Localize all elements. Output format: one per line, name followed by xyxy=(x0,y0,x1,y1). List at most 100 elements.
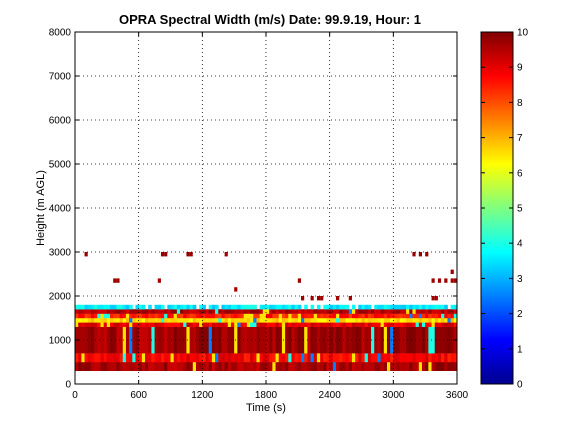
heat-cell xyxy=(304,353,308,363)
heat-cell xyxy=(87,313,92,319)
heat-cell xyxy=(316,322,321,327)
heat-cell xyxy=(129,362,133,371)
heat-cell xyxy=(103,313,108,319)
heat-cell xyxy=(113,309,117,314)
heat-cell xyxy=(374,353,378,363)
heat-cell xyxy=(386,318,391,323)
heat-cell xyxy=(243,318,248,323)
heat-cell xyxy=(253,304,257,310)
heat-cell xyxy=(132,318,136,323)
heat-cell xyxy=(145,318,149,323)
heat-cell xyxy=(138,313,143,319)
heat-cell xyxy=(240,318,245,323)
heat-cell xyxy=(383,322,388,327)
heat-cell xyxy=(151,326,155,354)
heat-cell xyxy=(342,318,346,323)
heat-cell xyxy=(215,322,219,327)
heat-cell xyxy=(154,313,159,319)
heat-cell xyxy=(180,362,184,371)
heat-cell xyxy=(272,322,276,327)
heat-cell xyxy=(81,362,85,371)
heat-cell xyxy=(122,318,127,323)
heat-cell xyxy=(199,313,203,319)
heat-cell xyxy=(272,318,276,323)
heat-cell xyxy=(269,304,273,310)
heat-cell xyxy=(195,322,200,327)
heat-cell xyxy=(278,313,283,319)
heat-cell xyxy=(253,362,257,371)
heat-cell xyxy=(441,318,445,323)
heat-cell xyxy=(135,353,140,363)
heat-cell xyxy=(75,304,79,310)
heat-cell xyxy=(135,326,140,354)
heat-cell xyxy=(431,353,436,363)
heat-cell xyxy=(425,313,429,319)
heat-cell xyxy=(425,309,429,314)
heat-cell xyxy=(145,326,149,354)
heat-cell xyxy=(180,313,184,319)
heat-cell xyxy=(173,353,178,363)
heat-cell xyxy=(342,326,346,354)
heat-cell xyxy=(418,353,423,363)
heat-cell xyxy=(371,326,375,354)
heat-cell xyxy=(119,313,124,319)
heat-cell xyxy=(364,362,369,371)
heat-cell xyxy=(409,318,413,323)
heat-cell xyxy=(351,309,356,314)
heat-cell xyxy=(383,326,388,354)
heat-cell xyxy=(119,304,124,310)
heat-cell xyxy=(186,353,190,363)
heat-cell xyxy=(234,313,238,319)
heat-cell xyxy=(138,322,143,327)
heat-cell xyxy=(246,362,251,371)
heat-cell xyxy=(154,326,159,354)
heat-cell xyxy=(377,362,381,371)
heat-cell xyxy=(285,304,289,310)
heat-cell-sparse xyxy=(431,296,435,301)
heat-cell xyxy=(189,318,194,323)
heat-cell xyxy=(151,353,155,363)
heat-cell xyxy=(180,304,184,310)
heat-cell xyxy=(202,326,206,354)
heat-cell xyxy=(272,313,276,319)
heat-cell xyxy=(421,318,426,323)
heat-cell xyxy=(269,362,273,371)
heat-cell xyxy=(406,304,410,310)
heat-cell xyxy=(100,362,105,371)
heat-cell xyxy=(180,318,184,323)
heat-cell xyxy=(450,318,455,323)
heat-cell xyxy=(224,362,229,371)
y-tick-label: 7000 xyxy=(49,72,72,83)
heat-cell xyxy=(218,313,222,319)
heat-cell xyxy=(205,318,210,323)
heat-cell xyxy=(453,304,458,310)
heat-cell xyxy=(237,318,241,323)
heat-cell xyxy=(157,309,162,314)
heat-cell xyxy=(364,326,369,354)
heat-cell xyxy=(421,309,426,314)
heat-cell xyxy=(90,353,95,363)
heat-cell xyxy=(195,309,200,314)
heat-cell xyxy=(246,309,251,314)
heat-cell xyxy=(316,313,321,319)
heat-cell xyxy=(224,326,229,354)
heat-cell xyxy=(87,304,92,310)
heat-cell xyxy=(176,326,181,354)
heat-cell xyxy=(145,309,149,314)
heat-cell xyxy=(199,326,203,354)
heat-cell xyxy=(100,313,105,319)
heat-cell xyxy=(425,322,429,327)
heat-cell xyxy=(339,304,343,310)
heat-cell xyxy=(125,322,130,327)
heat-cell xyxy=(266,318,270,323)
heat-cell xyxy=(291,322,296,327)
heat-cell xyxy=(278,309,283,314)
heat-cell xyxy=(367,304,372,310)
heat-cell xyxy=(230,326,235,354)
heat-cell xyxy=(90,304,95,310)
heat-cell xyxy=(119,318,124,323)
heat-cell xyxy=(253,353,257,363)
heat-cell xyxy=(288,313,292,319)
heat-cell xyxy=(323,318,327,323)
y-tick-label: 3000 xyxy=(49,248,72,259)
